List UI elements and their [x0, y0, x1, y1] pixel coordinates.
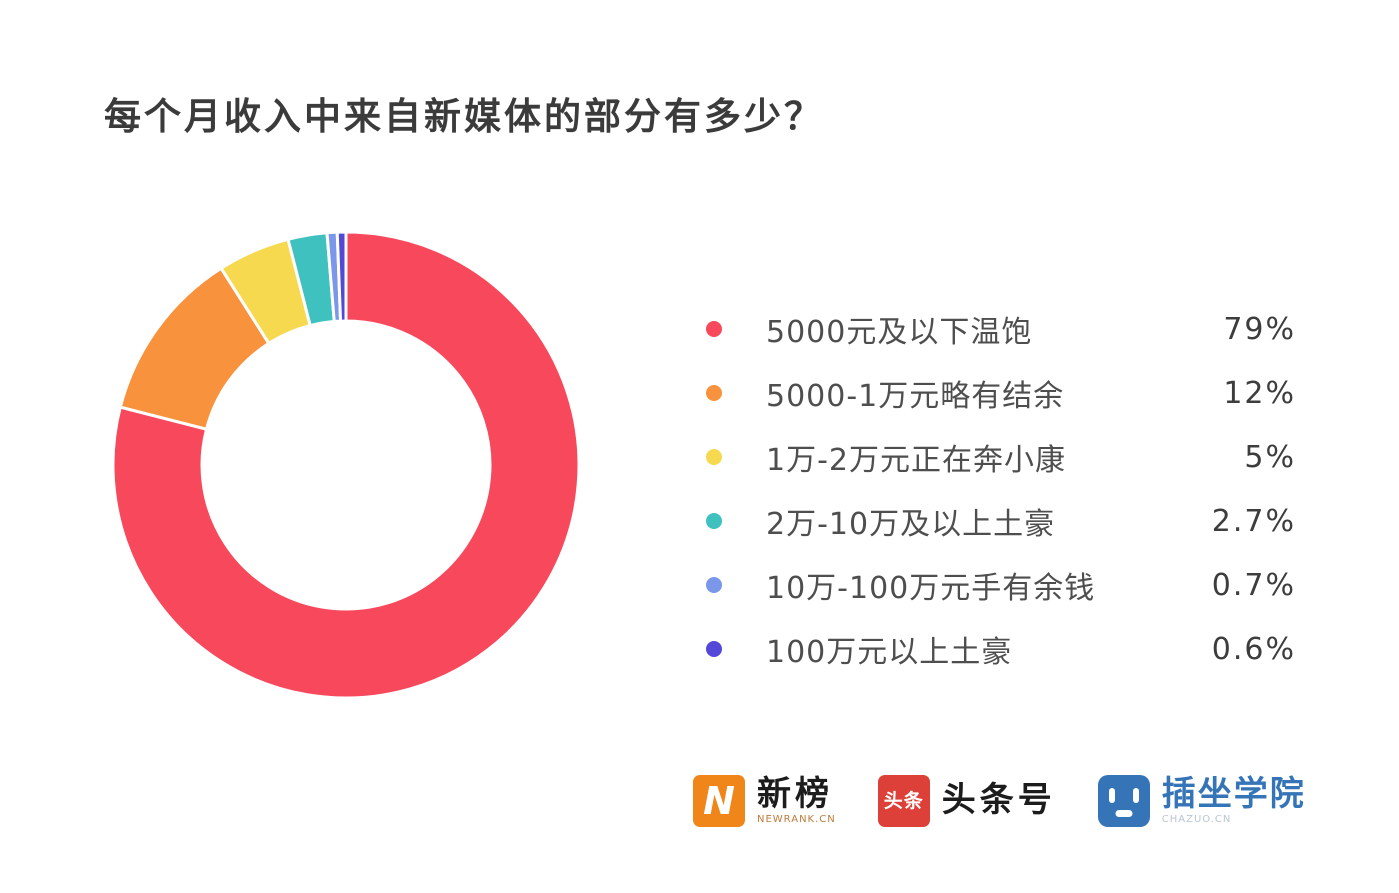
- robot-eye-left: [1108, 788, 1115, 803]
- legend-label: 1万-2万元正在奔小康: [766, 443, 1066, 478]
- page-title: 每个月收入中来自新媒体的部分有多少？: [104, 95, 824, 138]
- legend-item: 5000元及以下温饱 79%: [706, 297, 1296, 361]
- chazuo-logo-text: 插坐学院: [1161, 773, 1306, 814]
- legend-swatch-icon: [706, 513, 722, 529]
- footer-logos: N 新榜 NEWRANK.CN 头条 头条号 插坐学院 CHAZUO.CN: [693, 775, 1306, 827]
- legend-item: 2万-10万及以上土豪 2.7%: [706, 489, 1296, 553]
- legend-swatch-icon: [706, 321, 722, 337]
- newrank-logo-icon: N: [693, 775, 745, 827]
- robot-mouth: [1115, 810, 1133, 817]
- legend-value: 79%: [1223, 311, 1296, 347]
- legend-value: 0.7%: [1211, 567, 1296, 603]
- donut-chart: [106, 225, 586, 705]
- legend: 5000元及以下温饱 79% 5000-1万元略有结余 12% 1万-2万元正在奔小康 5…: [706, 297, 1296, 681]
- chazuo-logo-subtext: CHAZUO.CN: [1161, 814, 1232, 826]
- legend-value: 5%: [1244, 439, 1296, 475]
- legend-item: 100万元以上土豪 0.6%: [706, 617, 1296, 681]
- newrank-logo-subtext: NEWRANK.CN: [757, 814, 836, 826]
- legend-label: 5000-1万元略有结余: [766, 379, 1065, 414]
- legend-value: 0.6%: [1211, 631, 1296, 667]
- legend-item: 5000-1万元略有结余 12%: [706, 361, 1296, 425]
- toutiao-logo-text: 头条号: [941, 780, 1056, 821]
- chazuo-robot-icon: [1097, 775, 1150, 827]
- robot-eye-right: [1132, 788, 1139, 803]
- legend-swatch-icon: [706, 577, 722, 593]
- legend-label: 10万-100万元手有余钱: [766, 571, 1096, 606]
- legend-label: 5000元及以下温饱: [766, 315, 1033, 350]
- logo-chazuo: 插坐学院 CHAZUO.CN: [1097, 773, 1306, 827]
- legend-swatch-icon: [706, 449, 722, 465]
- donut-chart-svg: [111, 230, 581, 700]
- donut-segment: [335, 230, 348, 323]
- newrank-logo-text: 新榜: [757, 773, 833, 814]
- legend-swatch-icon: [706, 385, 722, 401]
- logo-newrank: N 新榜 NEWRANK.CN: [693, 775, 836, 827]
- legend-item: 1万-2万元正在奔小康 5%: [706, 425, 1296, 489]
- donut-segment: [111, 230, 581, 700]
- legend-label: 2万-10万及以上土豪: [766, 507, 1056, 542]
- legend-value: 12%: [1223, 375, 1296, 411]
- legend-item: 10万-100万元手有余钱 0.7%: [706, 553, 1296, 617]
- legend-value: 2.7%: [1211, 503, 1296, 539]
- legend-label: 100万元以上土豪: [766, 635, 1013, 670]
- logo-toutiao: 头条 头条号: [877, 775, 1056, 827]
- toutiao-logo-icon: 头条: [877, 775, 930, 827]
- legend-swatch-icon: [706, 641, 722, 657]
